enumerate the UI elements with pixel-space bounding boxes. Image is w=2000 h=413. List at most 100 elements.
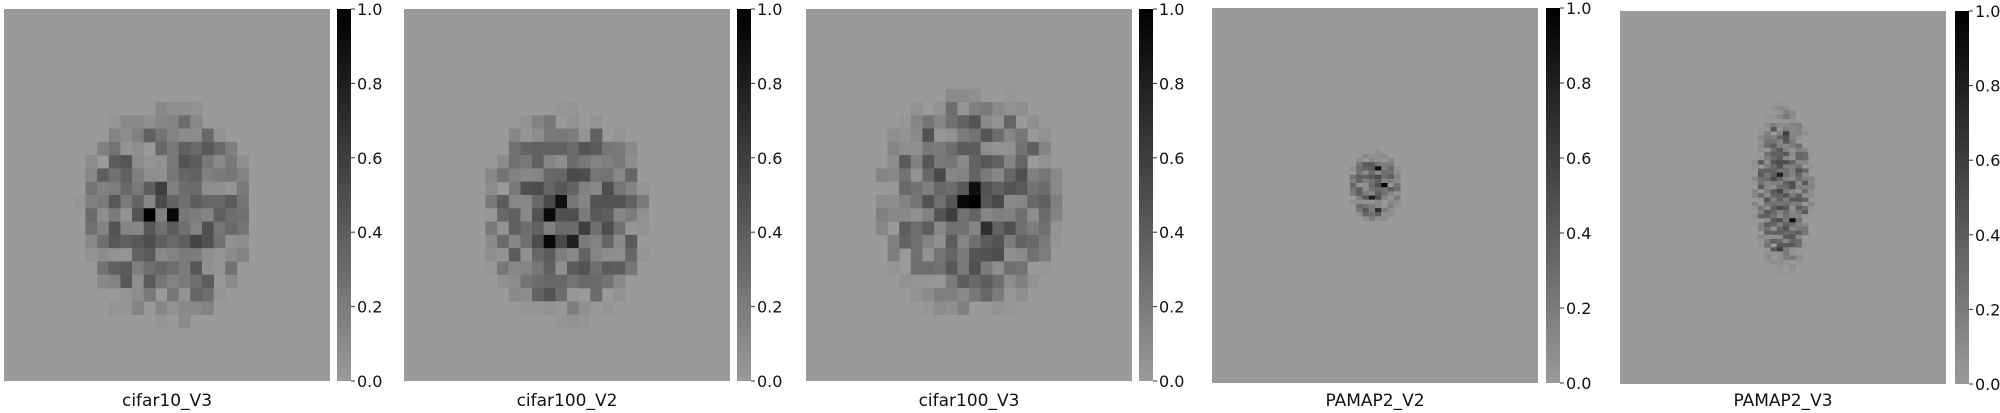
heatmap-cell (201, 141, 214, 156)
heatmap-cell (957, 248, 970, 262)
heatmap-cell (613, 248, 626, 262)
heatmap-cell (1381, 170, 1388, 176)
heatmap-cell (97, 221, 110, 236)
heatmap-cell (97, 141, 110, 156)
heatmap-cell (532, 168, 545, 183)
heatmap-cell (636, 208, 649, 222)
heatmap-cell (532, 301, 545, 315)
heatmap-cell (1789, 255, 1796, 261)
heatmap-cell (1764, 147, 1771, 153)
heatmap-cell (1770, 127, 1778, 132)
heatmap-cell (1776, 214, 1784, 219)
heatmap-cell (1770, 176, 1778, 182)
heatmap-cell (1789, 180, 1796, 186)
heatmap-cell (1015, 128, 1028, 143)
heatmap-cell (1776, 156, 1784, 161)
heatmap-cell (934, 141, 947, 156)
heatmap-cell (201, 221, 214, 236)
heatmap-cell (1356, 162, 1363, 167)
heatmap-cell (1757, 243, 1765, 248)
heatmap-cell (957, 195, 970, 209)
colorbar-tick-label: 0.2 (357, 298, 382, 317)
heatmap-cell (120, 261, 133, 276)
colorbar-tick-label: 0.8 (1975, 77, 2000, 96)
heatmap-cell (957, 128, 970, 143)
heatmap-cell (1770, 201, 1778, 207)
heatmap-cell (1770, 267, 1778, 273)
heatmap-cell (1003, 88, 1016, 103)
heatmap-cell (532, 141, 545, 156)
panel-caption: cifar100_V3 (919, 391, 1020, 411)
heatmap-cell (201, 301, 214, 315)
heatmap-cell (613, 155, 626, 169)
heatmap-cell (1027, 141, 1040, 156)
heatmap-cell (1770, 214, 1778, 219)
heatmap-cell (992, 301, 1005, 315)
heatmap-cell (922, 115, 935, 129)
heatmap-cell (899, 168, 912, 183)
heatmap-cell (1764, 172, 1771, 178)
heatmap-cell (201, 195, 214, 209)
heatmap-cell (945, 141, 958, 156)
heatmap-cell (957, 301, 970, 315)
heatmap-cell (1387, 187, 1395, 192)
heatmap-cell (1776, 251, 1784, 256)
heatmap-cell (945, 195, 958, 209)
heatmap-cell (590, 195, 603, 209)
heatmap-cell (108, 208, 121, 222)
heatmap-cell (613, 168, 626, 183)
heatmap-cell (1015, 221, 1028, 236)
heatmap-cell (225, 195, 238, 209)
colorbar-tick-label: 0.6 (1159, 149, 1184, 168)
heatmap-cell (945, 274, 958, 289)
heatmap-cell (957, 288, 970, 302)
heatmap-cell (875, 221, 888, 236)
heatmap-panel-3: 0.0 0.2 0.4 0.6 0.8 1.0 cifar100_V3 (806, 0, 1184, 411)
heatmap-cell (969, 221, 982, 236)
heatmap-cell (1349, 199, 1357, 205)
heatmap-cell (636, 221, 649, 236)
heatmap-cell (167, 155, 180, 169)
heatmap-cell (120, 234, 133, 249)
heatmap-cell (957, 221, 970, 236)
heatmap-cell (899, 221, 912, 236)
heatmap-cell (178, 155, 191, 169)
heatmap-cell (1393, 166, 1401, 171)
heatmap-cell (143, 248, 156, 262)
heatmap-cell (1050, 168, 1063, 183)
heatmap-cell (1368, 199, 1376, 205)
heatmap-cell (1381, 203, 1388, 209)
heatmap-cell (1801, 180, 1809, 186)
heatmap-cell (910, 115, 923, 129)
heatmap-cell (236, 208, 249, 222)
heatmap-cell (1808, 201, 1815, 207)
heatmap-cell (887, 234, 900, 249)
heatmap-cell (167, 168, 180, 183)
heatmap-cell (1757, 143, 1765, 149)
heatmap-cell (1387, 212, 1395, 217)
heatmap-cell (236, 181, 249, 196)
heatmap-cell (143, 274, 156, 289)
heatmap-cell (1770, 226, 1778, 232)
heatmap-cell (922, 155, 935, 169)
heatmap-cell (636, 195, 649, 209)
heatmap-cell (887, 141, 900, 156)
colorbar-tick-label: 0.4 (1566, 224, 1591, 243)
heatmap-cell (132, 248, 145, 262)
heatmap-cell (520, 234, 533, 249)
heatmap-cell (1757, 180, 1765, 186)
heatmap-cell (190, 301, 203, 315)
heatmap-cell (213, 195, 226, 209)
heatmap-cell (1776, 139, 1784, 145)
heatmap-cell (922, 248, 935, 262)
heatmap-cell (601, 234, 614, 249)
heatmap-cell (969, 234, 982, 249)
heatmap-cell (1776, 131, 1784, 136)
heatmap-cell (213, 181, 226, 196)
heatmap-cell (155, 128, 168, 143)
heatmap-cell (1375, 170, 1382, 176)
heatmap-cell (567, 234, 580, 249)
heatmap-cell (1038, 261, 1051, 276)
heatmap-cell (922, 141, 935, 156)
heatmap-cell (1783, 197, 1790, 203)
